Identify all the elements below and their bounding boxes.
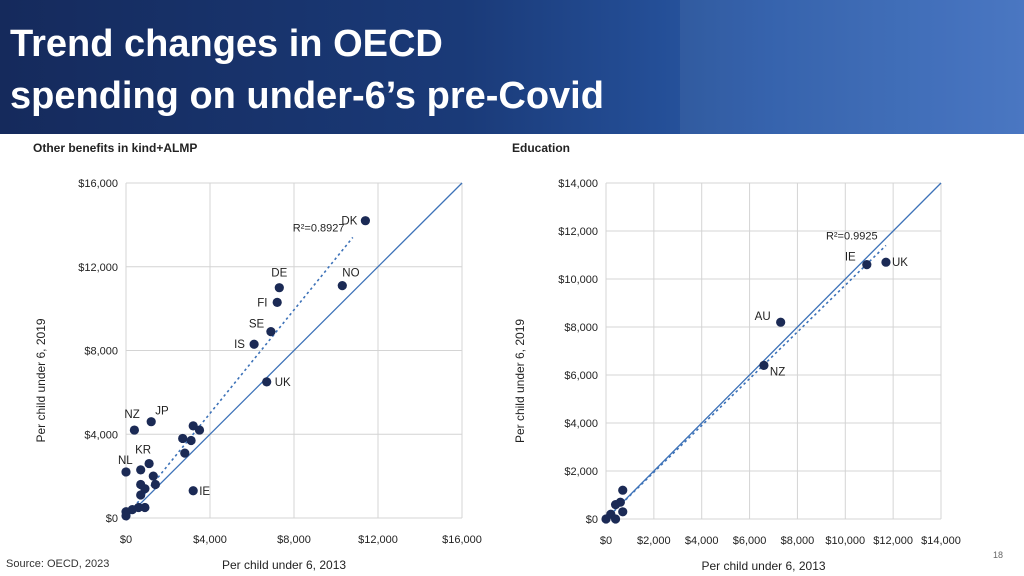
data-point xyxy=(148,471,158,481)
data-point xyxy=(178,433,188,444)
data-point xyxy=(862,260,872,270)
point-label: DE xyxy=(271,268,287,280)
data-point xyxy=(136,490,146,500)
y-tick-label: $10,000 xyxy=(558,274,598,286)
data-point xyxy=(610,514,621,524)
x-tick-label: $4,000 xyxy=(193,534,227,546)
x-tick-label: $2,000 xyxy=(637,535,671,547)
data-point xyxy=(180,448,190,458)
y-axis-label: Per child under 6, 2019 xyxy=(34,318,48,442)
slide-title-line-1: Trend changes in OECD xyxy=(10,23,443,65)
data-point xyxy=(121,511,131,521)
y-tick-label: $8,000 xyxy=(84,346,118,358)
panel-title: Education xyxy=(512,141,570,155)
point-label: AU xyxy=(755,311,771,323)
reference-line xyxy=(125,182,463,519)
data-point xyxy=(146,417,156,427)
data-point xyxy=(610,500,621,510)
y-tick-label: $12,000 xyxy=(78,262,118,274)
trendline xyxy=(129,236,354,513)
point-label: IS xyxy=(234,339,245,351)
y-tick-label: $6,000 xyxy=(564,370,598,382)
data-point xyxy=(337,280,347,291)
point-label: UK xyxy=(892,257,908,269)
slide-title-line-2: spending on under-6’s pre-Covid xyxy=(10,75,604,117)
source-note: Source: OECD, 2023 xyxy=(6,558,110,570)
point-label: NO xyxy=(342,268,359,280)
r-squared-label: R²=0.9925 xyxy=(826,230,878,242)
y-axis-label: Per child under 6, 2019 xyxy=(513,319,527,443)
y-tick-label: $16,000 xyxy=(78,178,118,190)
x-tick-label: $8,000 xyxy=(277,534,311,546)
slide-title: Trend changes in OECD spending on under-… xyxy=(10,18,604,122)
data-point xyxy=(881,257,891,267)
data-point xyxy=(188,486,198,496)
data-point xyxy=(618,485,628,495)
point-label: DK xyxy=(341,216,357,228)
x-tick-label: $6,000 xyxy=(733,535,767,547)
page-number: 18 xyxy=(993,550,1004,560)
y-tick-label: $0 xyxy=(106,513,118,525)
point-label: JP xyxy=(155,406,169,418)
title-banner: Trend changes in OECD spending on under-… xyxy=(0,0,1024,134)
x-tick-label: $8,000 xyxy=(781,535,815,547)
data-point xyxy=(121,467,131,477)
chart-other-benefits-svg: Other benefits in kind+ALMP $0 $4,000 $8,00… xyxy=(33,141,482,572)
trendline xyxy=(605,244,887,520)
data-point xyxy=(266,327,276,337)
r-squared-label: R²=0.8927 xyxy=(293,222,345,234)
x-tick-label: $14,000 xyxy=(921,535,961,547)
data-point xyxy=(262,377,272,387)
y-tick-label: $4,000 xyxy=(564,418,598,430)
y-tick-label: $14,000 xyxy=(558,178,598,190)
x-tick-label: $0 xyxy=(120,534,132,546)
data-point xyxy=(272,297,282,307)
y-tick-label: $0 xyxy=(586,514,598,526)
x-tick-label: $12,000 xyxy=(358,534,398,546)
x-tick-label: $4,000 xyxy=(685,535,719,547)
y-tick-label: $2,000 xyxy=(564,466,598,478)
point-label: IE xyxy=(845,252,856,264)
data-point xyxy=(601,514,611,524)
data-point xyxy=(129,425,139,435)
data-point xyxy=(144,458,154,469)
chart-other-benefits: Other benefits in kind+ALMP $0 $4,000 $8,00… xyxy=(0,134,500,576)
point-label: FI xyxy=(257,297,267,309)
point-label: SE xyxy=(249,319,265,331)
data-point xyxy=(150,479,160,490)
y-tick-label: $12,000 xyxy=(558,226,598,238)
data-point xyxy=(140,502,150,513)
data-point xyxy=(360,216,370,226)
point-label: IE xyxy=(199,486,210,498)
chart-education-svg: Education $0 $2,000 $4,000 $6,000 $8,000 $10,0… xyxy=(512,141,961,573)
x-tick-label: $12,000 xyxy=(873,535,913,547)
point-label: KR xyxy=(135,445,151,457)
point-label: NZ xyxy=(770,366,785,378)
panel-title: Other benefits in kind+ALMP xyxy=(33,141,197,155)
data-point xyxy=(194,425,205,435)
y-tick-label: $8,000 xyxy=(564,322,598,334)
x-tick-label: $0 xyxy=(600,535,612,547)
data-point xyxy=(136,465,146,475)
data-point xyxy=(186,435,196,446)
point-label: NZ xyxy=(124,409,139,421)
data-point xyxy=(618,507,628,517)
y-tick-label: $4,000 xyxy=(84,429,118,441)
data-point xyxy=(274,283,284,293)
x-axis-label: Per child under 6, 2013 xyxy=(701,559,825,573)
data-point xyxy=(759,360,769,370)
x-tick-label: $16,000 xyxy=(442,534,482,546)
point-label: UK xyxy=(275,377,291,389)
chart-education: Education $0 $2,000 $4,000 $6,000 $8,000 $10,0… xyxy=(500,134,1024,576)
x-axis-label: Per child under 6, 2013 xyxy=(222,558,346,572)
x-tick-label: $10,000 xyxy=(825,535,865,547)
reference-line xyxy=(605,182,942,520)
data-point xyxy=(249,339,259,349)
banner-highlight xyxy=(680,0,1024,134)
data-point xyxy=(776,317,786,327)
point-label: NL xyxy=(118,455,133,467)
